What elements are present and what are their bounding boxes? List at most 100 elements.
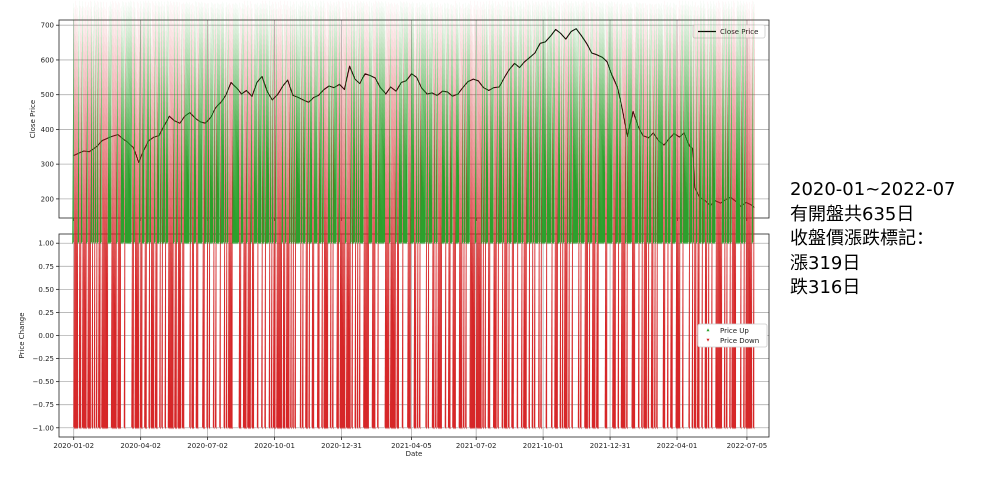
price-down-marker — [666, 0, 669, 430]
price-up-marker — [381, 0, 383, 245]
price-up-marker — [260, 0, 262, 245]
price-down-marker — [274, 0, 276, 430]
price-down-marker — [389, 0, 392, 430]
price-down-marker — [97, 0, 100, 430]
price-down-marker — [568, 0, 570, 430]
price-up-marker — [383, 0, 386, 245]
price-up-marker — [728, 0, 730, 245]
price-up-marker — [234, 0, 236, 245]
price-up-marker — [450, 0, 452, 245]
y-tick-label: 0.25 — [38, 309, 54, 317]
price-down-marker — [516, 0, 519, 430]
price-down-marker — [182, 0, 185, 430]
price-down-marker — [694, 0, 697, 430]
price-down-marker — [103, 0, 105, 430]
price-up-marker — [362, 0, 364, 245]
y-tick-label: 1.00 — [38, 240, 54, 248]
price-up-marker — [610, 0, 612, 245]
price-down-marker — [306, 0, 308, 430]
price-down-marker — [354, 0, 357, 430]
price-down-marker — [252, 0, 255, 430]
price-down-marker — [495, 0, 497, 430]
price-up-marker — [576, 0, 579, 245]
price-down-marker — [84, 0, 86, 430]
price-up-marker — [649, 0, 652, 245]
price-down-marker — [432, 0, 435, 430]
price-up-marker — [281, 0, 284, 245]
y-tick-label: −0.25 — [33, 355, 54, 363]
price-up-marker — [541, 0, 543, 245]
price-down-marker — [407, 0, 409, 430]
price-up-marker — [708, 0, 711, 245]
price-up-marker — [640, 0, 642, 245]
price-up-marker — [380, 0, 382, 245]
price-down-marker — [286, 0, 289, 430]
price-down-marker — [203, 0, 205, 430]
price-down-marker — [329, 0, 332, 430]
price-down-marker — [287, 0, 290, 430]
price-up-marker — [173, 0, 175, 245]
price-up-marker — [636, 0, 639, 245]
price-down-marker — [631, 0, 633, 430]
price-down-marker — [439, 0, 441, 430]
price-down-marker — [152, 0, 155, 430]
price-up-marker — [124, 0, 127, 245]
price-down-marker — [596, 0, 598, 430]
price-down-marker — [115, 0, 117, 430]
price-up-marker — [193, 0, 196, 245]
summary-trading-days: 有開盤共635日 — [790, 203, 915, 225]
price-up-marker — [410, 0, 412, 245]
price-down-marker — [227, 0, 230, 430]
price-up-marker — [388, 0, 391, 245]
price-up-marker — [489, 0, 492, 245]
price-up-marker — [502, 0, 505, 245]
price-up-marker — [714, 0, 716, 245]
price-down-marker — [178, 0, 180, 430]
price-up-marker — [163, 0, 165, 245]
price-down-marker — [617, 0, 620, 430]
price-down-marker — [723, 0, 726, 430]
price-down-marker — [384, 0, 387, 430]
price-down-marker — [704, 0, 706, 430]
price-down-marker — [614, 0, 616, 430]
price-down-marker — [139, 0, 142, 430]
price-down-marker — [365, 0, 367, 430]
price-down-marker — [501, 0, 504, 430]
price-down-marker — [249, 0, 251, 430]
price-up-marker — [630, 0, 632, 245]
price-up-marker — [180, 0, 183, 245]
price-up-marker — [166, 0, 169, 245]
price-up-marker — [257, 0, 260, 245]
price-down-marker — [343, 0, 346, 430]
price-up-marker — [333, 0, 335, 245]
price-up-marker — [599, 0, 601, 245]
price-down-marker — [119, 0, 121, 430]
price-up-marker — [702, 0, 704, 245]
price-up-marker — [207, 0, 209, 245]
price-up-marker — [532, 0, 535, 245]
price-down-marker — [452, 0, 454, 430]
price-up-marker — [515, 0, 518, 245]
price-down-marker — [106, 0, 109, 430]
price-down-marker — [440, 0, 442, 430]
price-up-marker — [652, 0, 655, 245]
legend-swatch-price-down — [706, 338, 710, 342]
price-up-marker — [659, 0, 661, 245]
y-axis-title: Price Change — [18, 312, 26, 358]
price-up-marker — [254, 0, 257, 245]
price-up-marker — [491, 0, 494, 245]
price-down-marker — [242, 0, 245, 430]
price-down-marker — [494, 0, 496, 430]
price-down-marker — [720, 0, 723, 430]
price-up-marker — [570, 0, 572, 245]
price-up-marker — [446, 0, 449, 245]
price-up-marker — [721, 0, 724, 245]
price-up-marker — [428, 0, 431, 245]
price-up-marker — [510, 0, 512, 245]
price-up-marker — [310, 0, 313, 245]
price-down-marker — [191, 0, 193, 430]
price-down-marker — [206, 0, 208, 430]
price-up-marker — [433, 0, 436, 245]
price-up-marker — [699, 0, 701, 245]
price-up-marker — [158, 0, 160, 245]
